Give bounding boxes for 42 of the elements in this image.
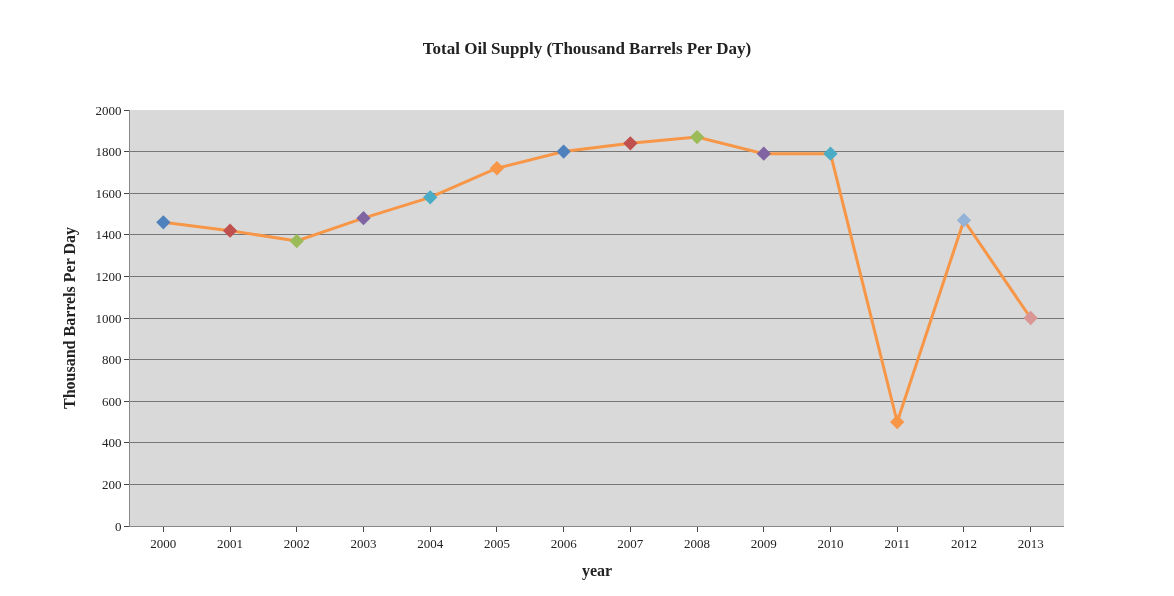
y-tick-label: 200: [101, 476, 122, 492]
x-tick-label: 2004: [417, 535, 444, 551]
x-tick-label: 2012: [950, 535, 977, 551]
point: [956, 213, 972, 228]
y-tick-label: 1200: [95, 268, 122, 284]
point: [1023, 310, 1038, 326]
point: [556, 144, 571, 159]
y-tick-label: 2000: [95, 102, 122, 118]
x-tick-label: 2005: [483, 535, 510, 551]
point: [689, 129, 705, 145]
y-tick-label: 800: [101, 352, 122, 368]
chart-title: Total Oil Supply (Thousand Barrels Per Day): [422, 38, 752, 58]
x-tick-label: 2003: [350, 535, 377, 551]
point: [289, 233, 304, 249]
y-tick-label: 1600: [95, 185, 122, 201]
point: [623, 136, 638, 151]
y-tick-label: 1400: [95, 227, 122, 243]
x-tick-label: 2010: [817, 535, 844, 551]
y-tick-label: 0: [114, 518, 122, 534]
x-tick-label: 2009: [750, 535, 777, 551]
y-axis-title: Thousand Barrels Per Day: [61, 226, 80, 410]
x-tick-label: 2007: [617, 535, 644, 551]
point: [823, 146, 838, 161]
point: [222, 223, 238, 238]
y-tick-label: 600: [101, 393, 122, 409]
y-tick-label: 1800: [95, 144, 122, 160]
x-tick-label: 2000: [150, 535, 177, 551]
point: [156, 215, 171, 230]
point: [890, 414, 905, 430]
y-tick-label: 400: [101, 435, 122, 451]
point: [423, 190, 438, 205]
x-tick-label: 2011: [884, 535, 910, 551]
x-tick-label: 2002: [283, 535, 310, 551]
point: [356, 211, 371, 226]
point: [756, 146, 771, 161]
x-tick-label: 2006: [550, 535, 578, 551]
x-tick-label: 2013: [1017, 535, 1044, 551]
y-tick-label: 1000: [95, 310, 122, 326]
x-axis-title: year: [581, 562, 613, 581]
x-tick-label: 2008: [684, 535, 711, 551]
x-tick-label: 2001: [217, 535, 244, 551]
point: [489, 161, 505, 176]
